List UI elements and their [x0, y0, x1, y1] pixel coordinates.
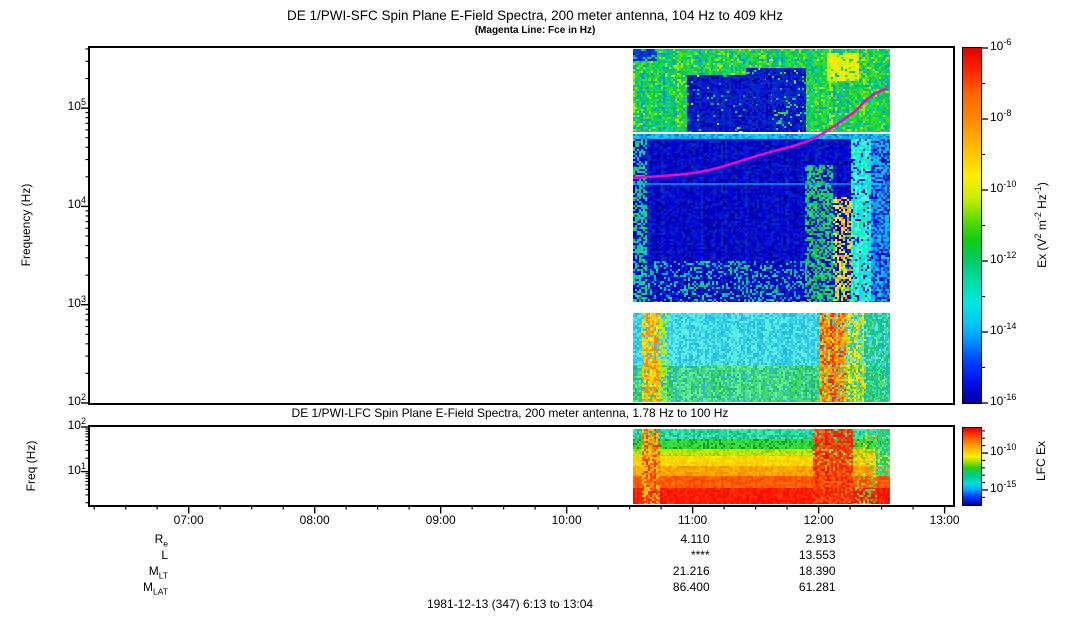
orbit-value: 2.913 — [805, 532, 836, 546]
orbit-row-label: L — [161, 548, 168, 562]
colorbar-tick-label: 10-14 — [990, 321, 1017, 337]
orbit-value: 4.110 — [680, 532, 710, 546]
x-tick-label: 12:00 — [803, 513, 834, 527]
x-tick-label: 09:00 — [425, 513, 456, 527]
y-tick-label: 104 — [67, 195, 86, 212]
orbit-value: 86.400 — [672, 580, 710, 594]
orbit-row-label: MLAT — [143, 580, 168, 597]
lfc-panel-title: DE 1/PWI-LFC Spin Plane E-Field Spectra,… — [291, 406, 729, 420]
y-tick-label: 101 — [67, 460, 86, 477]
page-title: DE 1/PWI-SFC Spin Plane E-Field Spectra,… — [287, 8, 783, 23]
x-tick-label: 10:00 — [551, 513, 582, 527]
x-tick-label: 11:00 — [678, 513, 708, 527]
orbit-value: **** — [690, 548, 710, 562]
y-tick-label: 102 — [67, 392, 86, 408]
lfc-colorbar — [962, 427, 982, 506]
colorbar-tick-label: 10-8 — [990, 108, 1012, 124]
colorbar-tick-label: 10-12 — [990, 250, 1017, 266]
orbit-value: 21.216 — [672, 564, 710, 578]
lfc-spectrogram-canvas — [633, 429, 890, 504]
x-tick-label: 07:00 — [173, 513, 204, 527]
sfc-spectrogram-canvas — [633, 49, 890, 402]
colorbar-tick-label: 10-10 — [990, 442, 1017, 459]
colorbar-tick-label: 10-15 — [990, 478, 1017, 495]
x-tick-label: 08:00 — [299, 513, 330, 527]
orbit-value: 61.281 — [798, 580, 836, 594]
colorbar-tick-label: 10-10 — [990, 179, 1017, 195]
y-tick-label: 102 — [67, 416, 86, 432]
sfc-colorbar — [962, 47, 982, 404]
colorbar-tick-label: 10-6 — [990, 37, 1012, 53]
colorbar-tick-label: 10-16 — [990, 392, 1017, 408]
orbit-row-label: Re — [154, 532, 168, 549]
orbit-value: 13.553 — [798, 548, 836, 562]
y-tick-label: 103 — [67, 293, 86, 310]
date-range-label: 1981-12-13 (347) 6:13 to 13:04 — [426, 597, 594, 611]
x-tick-label: 13:00 — [929, 513, 960, 527]
orbit-value: 18.390 — [798, 564, 836, 578]
y-tick-label: 105 — [67, 97, 86, 114]
page-subtitle: (Magenta Line: Fce in Hz) — [474, 25, 596, 36]
orbit-row-label: MLT — [148, 564, 168, 581]
